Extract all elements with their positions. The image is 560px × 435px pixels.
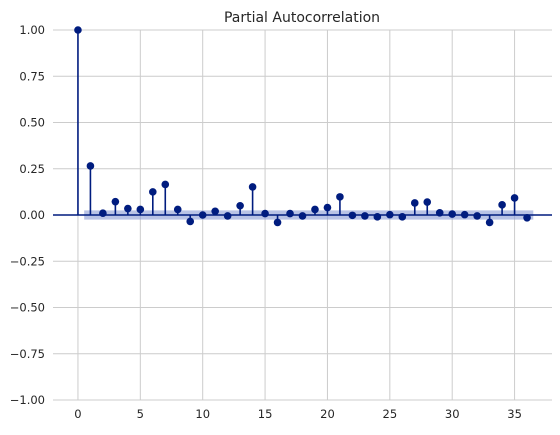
y-tick-label: 0.00 (19, 208, 45, 222)
y-tick-label: −0.75 (10, 347, 45, 361)
pacf-point-lag-28 (423, 198, 431, 206)
pacf-point-lag-16 (274, 219, 282, 227)
tick-labels: 0 5 10 15 20 25 30 35 1.00 0.75 0.50 0.25 0.00 −0.25 −… (10, 23, 522, 421)
pacf-point-lag-27 (411, 199, 419, 207)
markers (74, 26, 531, 226)
pacf-point-lag-19 (311, 206, 319, 214)
y-tick-label: 0.25 (19, 162, 45, 176)
pacf-point-lag-30 (448, 210, 456, 218)
pacf-point-lag-22 (349, 212, 357, 220)
x-tick-label: 35 (507, 407, 522, 421)
pacf-point-lag-2 (99, 209, 107, 217)
pacf-point-lag-12 (224, 212, 232, 220)
x-tick-label: 0 (74, 407, 81, 421)
pacf-point-lag-23 (361, 212, 369, 220)
pacf-point-lag-36 (523, 214, 531, 222)
pacf-point-lag-26 (399, 213, 407, 221)
pacf-point-lag-5 (137, 206, 145, 214)
pacf-point-lag-15 (261, 210, 269, 218)
pacf-point-lag-0 (74, 26, 82, 34)
pacf-point-lag-1 (87, 162, 95, 170)
pacf-point-lag-29 (436, 209, 444, 217)
y-tick-label: −0.25 (10, 254, 45, 268)
y-tick-label: 0.75 (19, 69, 45, 83)
pacf-point-lag-33 (486, 219, 494, 227)
x-tick-label: 25 (383, 407, 398, 421)
chart-title: Partial Autocorrelation (224, 10, 380, 26)
y-tick-label: −1.00 (10, 393, 45, 407)
pacf-point-lag-8 (174, 206, 182, 214)
pacf-point-lag-25 (386, 211, 394, 219)
pacf-point-lag-20 (324, 204, 332, 212)
pacf-point-lag-32 (473, 212, 481, 220)
pacf-point-lag-3 (112, 198, 120, 206)
pacf-point-lag-14 (249, 183, 257, 191)
pacf-point-lag-11 (211, 208, 219, 216)
y-tick-label: 1.00 (19, 23, 45, 37)
pacf-point-lag-31 (461, 211, 469, 219)
pacf-point-lag-9 (186, 218, 194, 226)
pacf-point-lag-35 (511, 194, 519, 202)
x-tick-label: 20 (320, 407, 335, 421)
x-tick-label: 10 (195, 407, 210, 421)
y-tick-label: 0.50 (19, 116, 45, 130)
x-tick-label: 30 (445, 407, 460, 421)
pacf-point-lag-4 (124, 205, 132, 213)
x-tick-label: 15 (258, 407, 273, 421)
pacf-point-lag-21 (336, 193, 344, 201)
y-tick-label: −0.50 (10, 301, 45, 315)
pacf-point-lag-18 (299, 212, 307, 220)
pacf-point-lag-7 (161, 181, 169, 189)
pacf-point-lag-24 (374, 213, 382, 221)
x-tick-label: 5 (137, 407, 144, 421)
pacf-point-lag-10 (199, 211, 207, 219)
pacf-point-lag-13 (236, 202, 244, 210)
pacf-point-lag-34 (498, 201, 506, 209)
pacf-point-lag-17 (286, 210, 294, 218)
pacf-point-lag-6 (149, 188, 157, 196)
stems (78, 30, 527, 222)
